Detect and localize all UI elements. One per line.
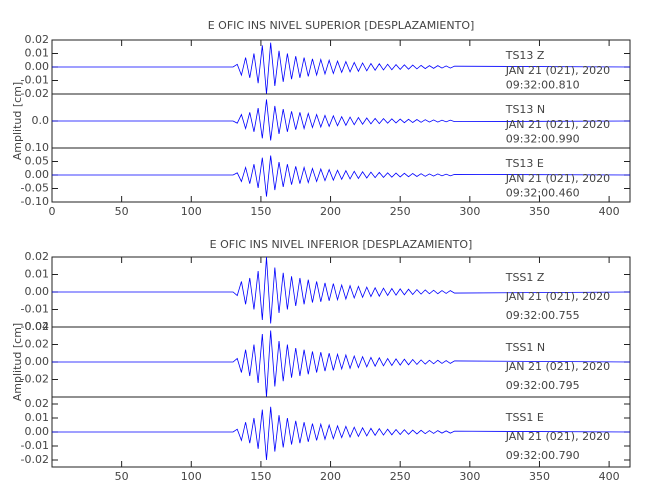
time-label: 09:32:00.460 [506,186,580,199]
y-tick-label: 0.05 [25,155,50,168]
y-tick-label: 0.04 [25,320,50,333]
time-label: 09:32:00.795 [506,379,580,392]
chart-title: E OFIC INS NIVEL INFERIOR [DESPLAZAMIENT… [210,238,473,251]
station-label: TSS1 Z [505,271,545,284]
x-tick-label: 250 [390,470,411,483]
time-label: 09:32:00.755 [506,309,580,322]
x-tick-label: 0 [49,205,56,218]
y-tick-label: 0.02 [25,250,50,263]
time-label: 09:32:00.810 [506,78,580,91]
y-tick-label: 0.00 [25,425,50,438]
x-tick-label: 300 [459,205,480,218]
trace [52,406,630,461]
y-tick-label: -0.01 [21,439,49,452]
date-label: JAN 21 (021), 2020 [505,360,610,373]
station-label: TS13 N [505,103,545,116]
y-tick-label: -0.02 [21,87,49,100]
y-tick-label: -0.01 [21,74,49,87]
y-tick-label: 0.01 [25,47,50,60]
trace [52,257,630,324]
station-label: TSS1 E [505,411,544,424]
time-label: 09:32:00.790 [506,449,580,462]
y-tick-label: -0.02 [21,320,49,333]
trace [52,99,630,141]
x-tick-label: 350 [529,205,550,218]
y-tick-label: 0.02 [25,397,50,410]
x-tick-label: 150 [250,205,271,218]
trace [52,330,630,397]
date-label: JAN 21 (021), 2020 [505,118,610,131]
y-tick-label: 0.01 [25,411,50,424]
y-tick-label: -0.05 [21,182,49,195]
trace [52,42,630,94]
x-tick-label: 100 [181,470,202,483]
y-tick-label: -0.02 [21,373,49,386]
date-label: JAN 21 (021), 2020 [505,64,610,77]
x-tick-label: 50 [115,470,129,483]
x-tick-label: 400 [599,205,620,218]
date-label: JAN 21 (021), 2020 [505,430,610,443]
y-axis-label: Amplitud [cm] [11,82,24,160]
y-tick-label: -0.02 [21,453,49,466]
trace [52,155,630,197]
x-tick-label: 200 [320,470,341,483]
y-tick-label: -0.10 [21,195,49,208]
y-tick-label: 0.01 [25,268,50,281]
y-tick-label: 0.00 [25,168,50,181]
x-tick-label: 50 [115,205,129,218]
x-tick-label: 300 [459,470,480,483]
x-tick-label: 200 [320,205,341,218]
x-tick-label: 100 [181,205,202,218]
station-label: TSS1 N [505,341,545,354]
chart-title: E OFIC INS NIVEL SUPERIOR [DESPLAZAMIENT… [208,19,475,32]
y-tick-label: 0.02 [25,338,50,351]
x-tick-label: 150 [250,470,271,483]
y-tick-label: 0.02 [25,33,50,46]
x-tick-label: 400 [599,470,620,483]
y-tick-label: 0.10 [25,141,50,154]
x-tick-label: 250 [390,205,411,218]
station-label: TS13 E [505,157,544,170]
y-tick-label: -0.01 [21,303,49,316]
y-axis-label: Amplitud [cm] [11,323,24,401]
y-tick-label: 0.00 [25,285,50,298]
date-label: JAN 21 (021), 2020 [505,172,610,185]
station-label: TS13 Z [505,49,545,62]
y-tick-label: 0.00 [25,355,50,368]
x-tick-label: 350 [529,470,550,483]
date-label: JAN 21 (021), 2020 [505,290,610,303]
y-tick-label: 0.0 [32,114,50,127]
time-label: 09:32:00.990 [506,132,580,145]
y-tick-label: 0.00 [25,60,50,73]
